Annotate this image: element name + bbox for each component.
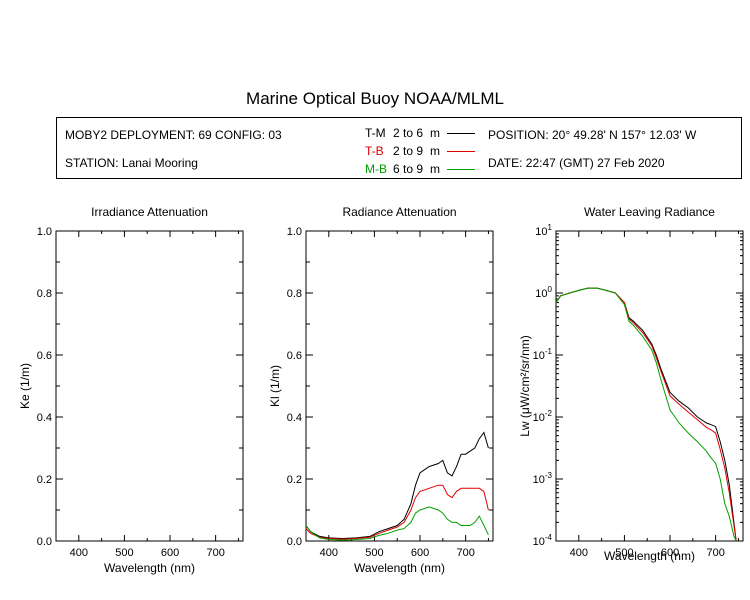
plot-frame [305, 230, 494, 542]
x-tick-label: 700 [706, 547, 724, 559]
y-tick-label: 0.0 [37, 536, 52, 548]
series-line-t-b [555, 287, 737, 542]
legend-code-tb: T-B [365, 144, 384, 158]
y-tick-label: 0.0 [287, 536, 302, 548]
series-line-m-b [555, 287, 737, 542]
legend-line-mb [447, 169, 475, 170]
chart-title: Marine Optical Buoy NOAA/MLML [246, 89, 504, 108]
x-tick-label: 700 [456, 547, 474, 559]
series-line-t-b [305, 484, 489, 540]
plot-frame [55, 230, 244, 542]
y-tick-label: 0.2 [37, 474, 52, 486]
legend-range-mb: 6 to 9 [393, 162, 424, 176]
x-tick-label: 500 [365, 547, 383, 559]
y-tick-label: 101 [535, 223, 552, 238]
x-tick-label: 500 [115, 547, 133, 559]
legend-line-tb [447, 151, 475, 152]
legend-line-tm [447, 133, 475, 134]
legend-code-mb: M-B [365, 162, 387, 176]
legend-range-tb: 2 to 9 [393, 144, 424, 158]
y-tick-label: 0.8 [37, 288, 52, 300]
x-tick-label: 400 [570, 547, 588, 559]
x-tick-label: 700 [206, 547, 224, 559]
legend-code-tm: T-M [365, 126, 386, 140]
x-tick-label: 400 [320, 547, 338, 559]
x-axis-label: Wavelength (nm) [604, 549, 695, 563]
info-box: MOBY2 DEPLOYMENT: 69 CONFIG: 03 STATION:… [56, 117, 742, 179]
y-tick-label: 10-1 [533, 347, 553, 362]
y-tick-label: 0.2 [287, 474, 302, 486]
y-axis-label: Ke (1/m) [18, 363, 32, 409]
y-tick-label: 0.8 [287, 288, 302, 300]
panel-title: Irradiance Attenuation [91, 205, 208, 219]
plot-frame [555, 230, 744, 542]
x-tick-label: 600 [411, 547, 429, 559]
x-tick-label: 400 [70, 547, 88, 559]
chart-panel-3: Water Leaving Radiance 400 500 600 700 Wavele… [518, 205, 744, 563]
y-tick-label: 0.6 [37, 350, 52, 362]
y-tick-label: 0.4 [287, 412, 302, 424]
legend-range-tm: 2 to 6 [393, 126, 424, 140]
y-axis-label: Lw (μW/cm²/sr/nm) [518, 335, 532, 437]
legend-unit-tb: m [430, 144, 440, 158]
chart-panel-1: Irradiance Attenuation 400 500 600 700 Wavele… [18, 205, 244, 575]
x-tick-label: 600 [661, 547, 679, 559]
legend-unit-tm: m [430, 126, 440, 140]
x-axis-label: Wavelength (nm) [354, 561, 445, 575]
legend-unit-mb: m [430, 162, 440, 176]
chart-panel-2: Radiance Attenuation 400 500 600 700 Waveleng… [268, 205, 494, 575]
x-tick-label: 500 [615, 547, 633, 559]
series-line-t-m [305, 431, 489, 540]
y-tick-label: 10-4 [533, 533, 553, 548]
x-axis-label: Wavelength (nm) [104, 561, 195, 575]
series-line-m-b [305, 506, 489, 541]
panel-title: Water Leaving Radiance [584, 205, 715, 219]
position-label: POSITION: 20° 49.28' N 157° 12.03' W [488, 128, 697, 142]
station-label: STATION: Lanai Mooring [65, 156, 198, 170]
panel-title: Radiance Attenuation [342, 205, 456, 219]
y-tick-label: 100 [535, 285, 552, 300]
y-tick-label: 0.4 [37, 412, 52, 424]
y-tick-label: 1.0 [287, 226, 302, 238]
y-tick-label: 0.6 [287, 350, 302, 362]
x-tick-label: 600 [161, 547, 179, 559]
y-axis-label: Kl (1/m) [268, 365, 282, 407]
y-tick-label: 10-2 [533, 409, 553, 424]
y-tick-label: 1.0 [37, 226, 52, 238]
deployment-label: MOBY2 DEPLOYMENT: 69 CONFIG: 03 [65, 128, 282, 142]
y-tick-label: 10-3 [533, 471, 553, 486]
series-line-t-m [555, 287, 737, 542]
date-label: DATE: 22:47 (GMT) 27 Feb 2020 [488, 156, 665, 170]
